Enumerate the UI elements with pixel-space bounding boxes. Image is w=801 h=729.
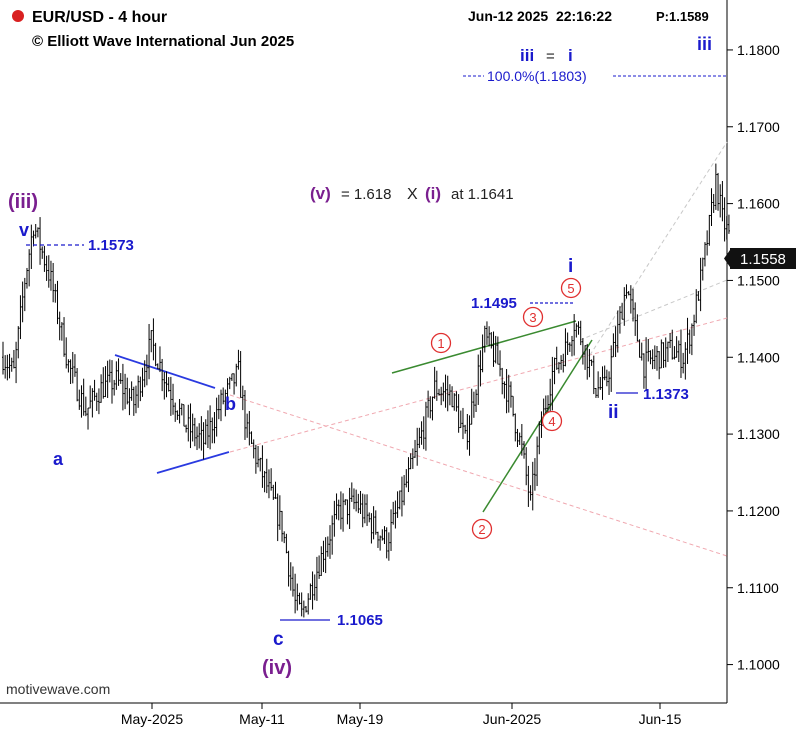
wave-label-a: a [53,449,64,469]
price-tick-label: 1.1200 [737,503,780,519]
wave-label-v: v [19,220,29,240]
triangle-lower [156,451,230,474]
target-ratio-text: = 1.618 [341,186,391,203]
time-axis: May-2025 May-11 May-19 Jun-2025 Jun-15 [121,703,682,727]
wave-label-iii-blue: iii [697,34,712,54]
current-price-label: 1.1558 [740,251,786,268]
wedge-lower [482,339,593,513]
price-tick-label: 1.1300 [737,426,780,442]
wave-label-ii-blue: ii [608,402,619,423]
time-tick-label: May-11 [239,711,285,727]
target-times-sign: X [407,186,418,203]
subwave-2-label: 2 [478,522,485,537]
subwave-5-marker: 5 [560,277,582,299]
projection-iii-label: iii [520,46,534,65]
level-label-1373: 1.1373 [643,386,689,403]
projection-i-label: i [568,46,573,65]
level-label-1573: 1.1573 [88,237,134,254]
target-price-text: at 1.1641 [451,186,514,203]
wave-label-c: c [273,629,284,650]
subwave-1-marker: 1 [430,332,452,354]
current-price-box [730,248,796,269]
current-price-pointer [724,250,730,267]
watermark: motivewave.com [6,681,110,697]
price-tick-label: 1.1000 [737,657,780,673]
subwave-2-marker: 2 [471,518,493,540]
price-tick-label: 1.1500 [737,272,780,288]
projection-equals: = [546,48,555,65]
wave-label-b: b [225,394,236,414]
subwave-4-label: 4 [548,414,555,429]
target-i-label: (i) [425,184,441,203]
subwave-1-label: 1 [437,336,444,351]
gray-trendline-lower [579,279,728,341]
pink-channel-lower [229,317,728,453]
price-tick-label: 1.1100 [737,580,779,596]
subwave-3-marker: 3 [522,306,544,328]
chart-title: EUR/USD - 4 hour [32,9,167,26]
subwave-5-label: 5 [567,281,574,296]
gray-trendline-upper [589,141,728,356]
wave-label-iv-purple: (iv) [262,657,292,679]
level-label-1495: 1.1495 [471,295,517,312]
price-tick-label: 1.1400 [737,349,780,365]
candlestick-series [2,163,730,618]
pink-channel-upper [229,394,728,557]
triangle-upper [114,354,216,389]
subwave-3-label: 3 [529,310,536,325]
time-tick-label: Jun-15 [639,711,682,727]
time-tick-label: May-19 [337,711,384,727]
projection-100-label: 100.0%(1.1803) [487,68,587,84]
current-price-header: P:1.1589 [656,9,709,24]
time-tick-label: May-2025 [121,711,183,727]
trendline-layer [114,141,728,557]
price-tick-label: 1.1700 [737,119,780,135]
price-tick-label: 1.1800 [737,42,780,58]
level-label-1065: 1.1065 [337,612,383,629]
price-axis: 1.1800 1.1700 1.1600 1.1500 1.1400 1.1300 1.12… [727,42,780,673]
subwave-4-marker: 4 [541,410,563,432]
copyright-text: © Elliott Wave International Jun 2025 [32,33,294,50]
wave-label-iii-purple: (iii) [8,191,38,213]
target-v-label: (v) [310,184,331,203]
status-dot-icon [12,10,24,22]
time-tick-label: Jun-2025 [483,711,542,727]
price-tick-label: 1.1600 [737,196,780,212]
datetime-text: Jun-12 2025 22:16:22 [468,8,612,24]
wave-label-i-blue: i [568,256,573,277]
plot-area [0,0,727,703]
